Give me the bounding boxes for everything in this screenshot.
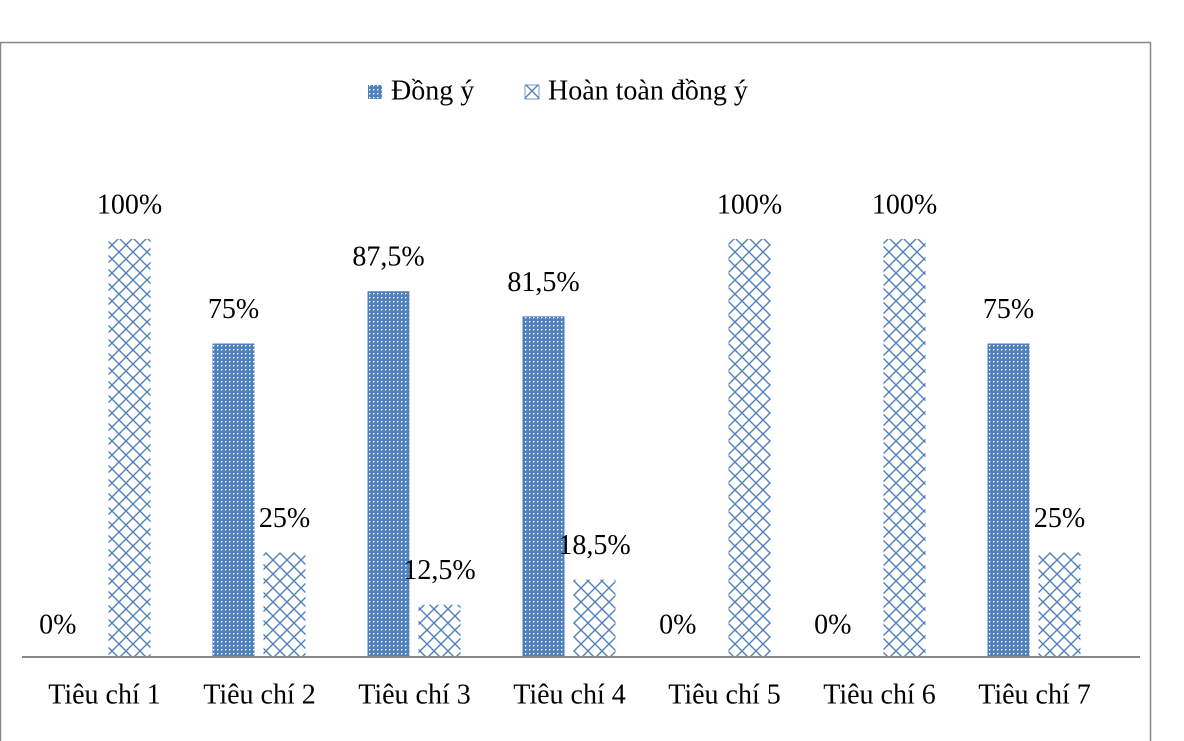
bar bbox=[367, 291, 410, 657]
data-label: 100% bbox=[872, 189, 937, 220]
data-label: 0% bbox=[659, 609, 696, 640]
x-tick-label: Tiêu chí 1 bbox=[48, 679, 161, 710]
data-label: 100% bbox=[717, 189, 782, 220]
data-label: 87,5% bbox=[352, 242, 424, 273]
bar bbox=[728, 239, 771, 657]
data-label: 25% bbox=[1034, 503, 1085, 534]
bar bbox=[108, 239, 151, 657]
x-tick-label: Tiêu chí 2 bbox=[203, 679, 316, 710]
data-label: 18,5% bbox=[558, 530, 630, 561]
bar bbox=[987, 343, 1030, 657]
bar bbox=[573, 579, 616, 657]
bar bbox=[418, 604, 461, 657]
x-tick-label: Tiêu chí 5 bbox=[668, 679, 781, 710]
legend-label: Hoàn toàn đồng ý bbox=[548, 75, 748, 106]
x-tick-label: Tiêu chí 3 bbox=[358, 679, 471, 710]
bar bbox=[522, 316, 565, 657]
bar bbox=[1038, 552, 1081, 657]
data-label: 25% bbox=[259, 503, 310, 534]
data-label: 0% bbox=[39, 609, 76, 640]
x-tick-label: Tiêu chí 7 bbox=[978, 679, 1091, 710]
legend-swatch bbox=[524, 84, 540, 100]
data-label: 100% bbox=[97, 189, 162, 220]
data-label: 12,5% bbox=[403, 555, 475, 586]
x-tick-label: Tiêu chí 6 bbox=[823, 679, 936, 710]
data-label: 75% bbox=[208, 294, 259, 325]
data-label: 81,5% bbox=[507, 267, 579, 298]
legend-label: Đồng ý bbox=[391, 75, 474, 106]
legend-swatch bbox=[368, 85, 382, 99]
data-label: 75% bbox=[983, 294, 1034, 325]
x-tick-label: Tiêu chí 4 bbox=[513, 679, 626, 710]
data-label: 0% bbox=[814, 609, 851, 640]
bar bbox=[212, 343, 255, 657]
bar bbox=[263, 552, 306, 657]
bar bbox=[883, 239, 926, 657]
